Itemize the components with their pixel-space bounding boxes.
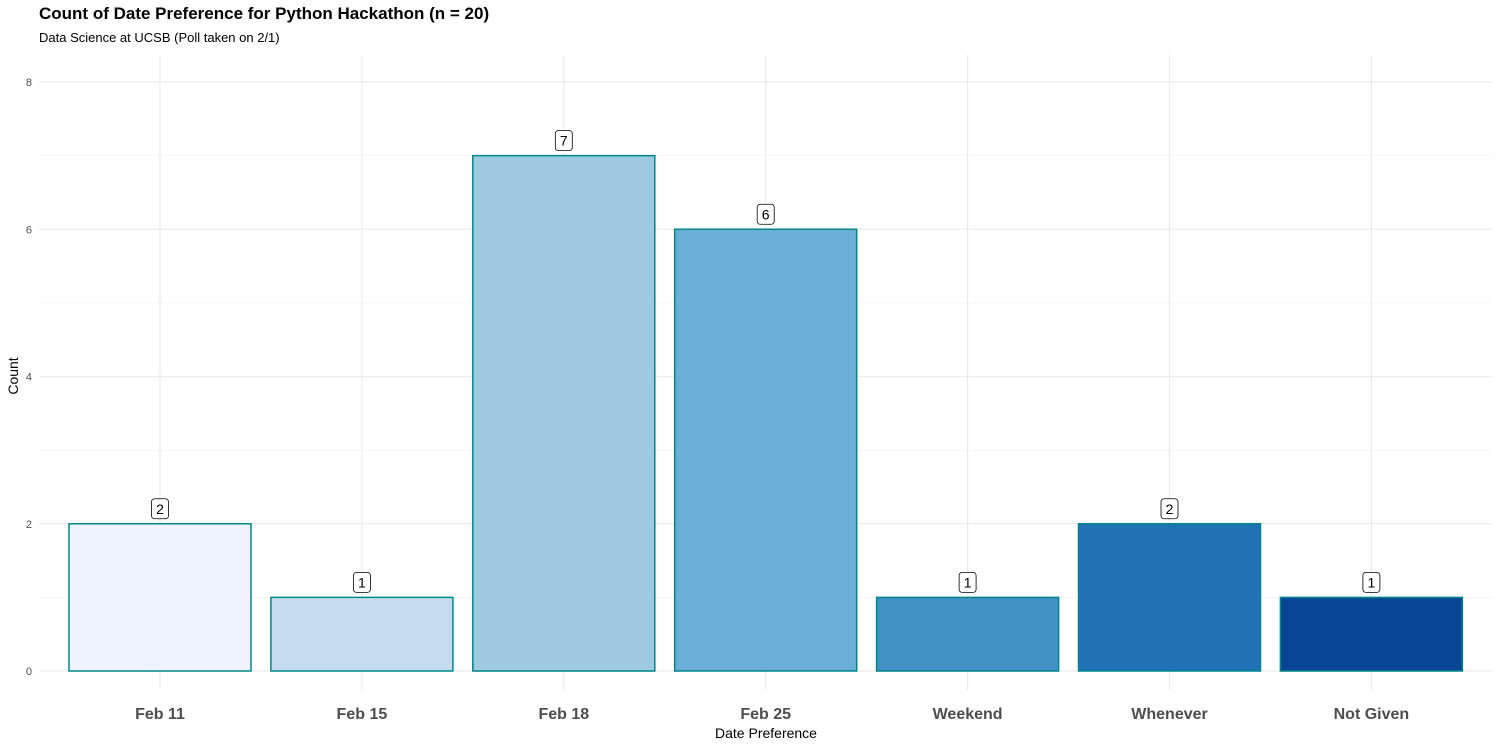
bar xyxy=(673,228,858,672)
bar xyxy=(472,154,656,672)
x-axis-title: Date Preference xyxy=(715,725,817,741)
y-tick-label: 6 xyxy=(26,224,32,236)
data-label: 2 xyxy=(1166,501,1174,517)
x-tick-label: Not Given xyxy=(1334,706,1410,723)
x-tick-label: Feb 11 xyxy=(135,706,185,723)
data-label: 6 xyxy=(762,206,770,222)
x-tick-label: Weekend xyxy=(933,706,1003,723)
data-label-box xyxy=(1362,571,1381,593)
data-label-box xyxy=(151,498,169,520)
bar xyxy=(270,596,454,672)
data-label-box xyxy=(756,203,775,225)
data-label: 2 xyxy=(156,501,164,517)
data-label-box xyxy=(554,130,573,152)
chart-title: Count of Date Preference for Python Hack… xyxy=(39,4,490,23)
data-label: 1 xyxy=(1368,574,1376,590)
data-label-box xyxy=(1160,498,1179,520)
data-label-box xyxy=(958,571,977,593)
y-tick-label: 0 xyxy=(26,666,32,678)
x-tick-label: Feb 18 xyxy=(538,706,589,723)
bar-layer xyxy=(68,154,1464,672)
y-tick-label: 4 xyxy=(26,372,32,384)
bar xyxy=(1279,596,1464,672)
y-axis-title: Count xyxy=(5,357,21,394)
data-label-box xyxy=(352,571,371,593)
y-tick-label: 2 xyxy=(26,519,32,531)
bar xyxy=(875,596,1060,672)
bar xyxy=(68,523,252,672)
chart-subtitle: Data Science at UCSB (Poll taken on 2/1) xyxy=(39,30,280,45)
bar xyxy=(1077,523,1262,672)
x-tick-label: Whenever xyxy=(1131,706,1207,723)
data-label: 1 xyxy=(358,574,366,590)
x-tick-label: Feb 15 xyxy=(337,706,388,723)
x-tick-label: Feb 25 xyxy=(740,706,791,723)
tick-layer: 0 2 4 6 8 Feb 11 Feb 15 Feb 18 Feb 25 Weekend When… xyxy=(26,77,1409,723)
data-label: 1 xyxy=(964,574,972,590)
label-layer: 2 1 7 6 1 2 1 xyxy=(151,130,1381,593)
data-label: 7 xyxy=(560,133,568,149)
y-tick-label: 8 xyxy=(26,77,32,89)
